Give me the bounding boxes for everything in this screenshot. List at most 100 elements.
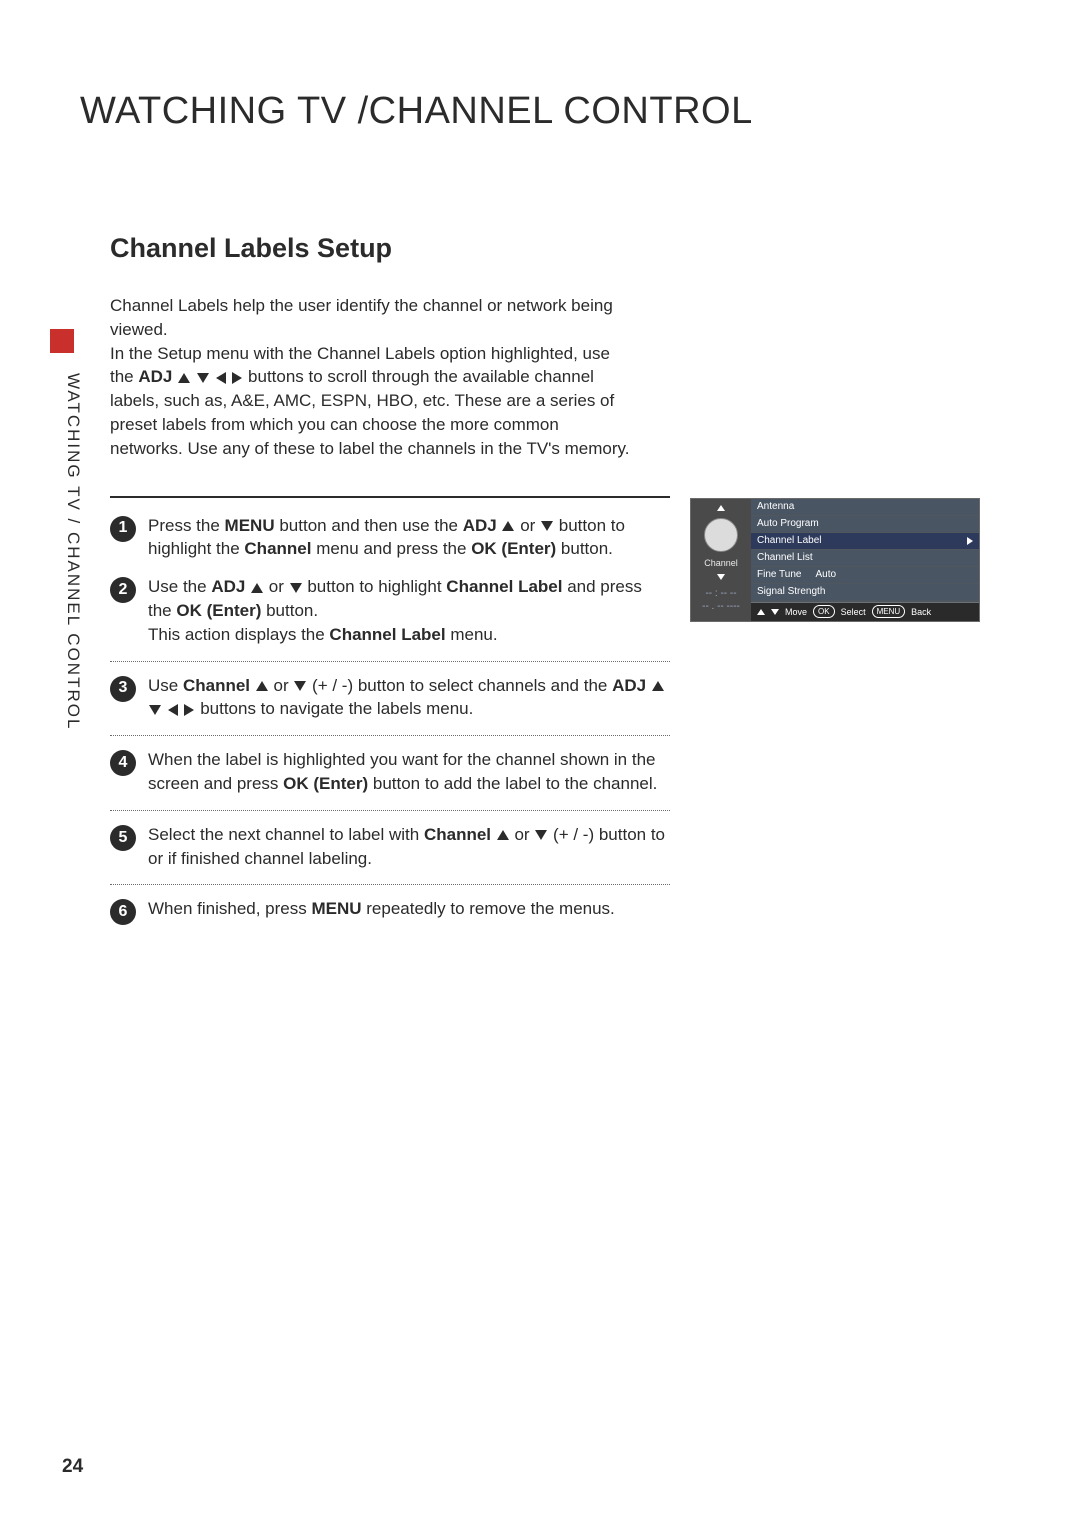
osd-footer-ok: OK [813, 605, 835, 618]
intro-p1: Channel Labels help the user identify th… [110, 296, 613, 339]
osd-row-label: Antenna [757, 501, 794, 512]
up-icon [652, 681, 664, 691]
t: or [510, 825, 535, 844]
osd-row-label: Channel List [757, 552, 813, 563]
t: Use [148, 676, 183, 695]
t: Use the [148, 577, 211, 596]
t: MENU [311, 899, 361, 918]
step-number: 6 [110, 899, 136, 925]
up-icon [256, 681, 268, 691]
section-marker [50, 329, 74, 353]
page-number: 24 [62, 1456, 83, 1478]
step-divider [110, 884, 670, 885]
step-4: 4 When the label is highlighted you want… [110, 748, 670, 810]
right-icon [967, 537, 973, 545]
osd-row: Antenna [751, 499, 979, 516]
down-icon [294, 681, 306, 691]
t: or [269, 676, 294, 695]
step-1: 1 Press the MENU button and then use the… [110, 514, 670, 576]
up-icon [251, 583, 263, 593]
up-icon [178, 373, 190, 383]
left-icon [216, 372, 226, 384]
step-number: 4 [110, 750, 136, 776]
intro-adj: ADJ [138, 367, 172, 386]
t: (+ / -) button to select channels and th… [307, 676, 612, 695]
down-icon [535, 830, 547, 840]
step-number: 2 [110, 577, 136, 603]
osd-footer: Move OK Select MENU Back [751, 603, 979, 621]
osd-clock-1: -- : -- -- [691, 587, 751, 600]
t: or [264, 577, 289, 596]
osd-row: Signal Strength [751, 584, 979, 601]
right-icon [232, 372, 242, 384]
step-number: 5 [110, 825, 136, 851]
t: Channel Label [329, 625, 445, 644]
t: When finished, press [148, 899, 311, 918]
t: OK (Enter) [176, 601, 261, 620]
t: OK (Enter) [471, 539, 556, 558]
steps-rule [110, 496, 670, 498]
t: ADJ [612, 676, 646, 695]
step-divider [110, 810, 670, 811]
t: OK (Enter) [283, 774, 368, 793]
osd-list: Antenna Auto Program Channel Label Chann… [751, 499, 979, 621]
osd-row-selected: Channel Label [751, 533, 979, 550]
t: button. [556, 539, 613, 558]
down-icon [771, 609, 779, 615]
up-icon [502, 521, 514, 531]
channel-icon [704, 518, 738, 552]
t: menu and press the [311, 539, 471, 558]
side-running-head: WATCHING TV / CHANNEL CONTROL [63, 373, 83, 730]
t: button to add the label to the channel. [368, 774, 657, 793]
osd-menu-screenshot: Channel -- : -- -- -- . -- ---- Antenna … [690, 498, 980, 622]
osd-row-label: Signal Strength [757, 586, 825, 597]
up-icon [497, 830, 509, 840]
section-title: Channel Labels Setup [110, 233, 1010, 264]
down-icon [717, 574, 725, 580]
step-3: 3 Use Channel or (+ / -) button to selec… [110, 674, 670, 736]
osd-row-label: Fine Tune [757, 569, 801, 580]
osd-footer-menu: MENU [872, 605, 906, 618]
t: MENU [225, 516, 275, 535]
step-6: 6 When finished, press MENU repeatedly t… [110, 897, 670, 939]
t: Select the next channel to label with [148, 825, 424, 844]
step-5: 5 Select the next channel to label with … [110, 823, 670, 885]
t: Channel [424, 825, 491, 844]
osd-footer-select: Select [841, 607, 866, 617]
osd-footer-move: Move [785, 607, 807, 617]
step-number: 3 [110, 676, 136, 702]
left-icon [168, 704, 178, 716]
step-divider [110, 661, 670, 662]
step-2: 2 Use the ADJ or button to highlight Cha… [110, 575, 670, 660]
t: Channel Label [446, 577, 562, 596]
chapter-title: WATCHING TV /CHANNEL CONTROL [80, 90, 1010, 133]
t: or [515, 516, 540, 535]
right-icon [184, 704, 194, 716]
down-icon [197, 373, 209, 383]
t: button to highlight [303, 577, 447, 596]
t: This action displays the [148, 625, 329, 644]
t: Press the [148, 516, 225, 535]
t: ADJ [211, 577, 245, 596]
osd-row: Auto Program [751, 516, 979, 533]
up-icon [717, 505, 725, 511]
t: Channel [183, 676, 250, 695]
osd-row-label: Auto Program [757, 518, 819, 529]
t: button. [261, 601, 318, 620]
t: repeatedly to remove the menus. [362, 899, 615, 918]
osd-row: Channel List [751, 550, 979, 567]
down-icon [149, 705, 161, 715]
t: ADJ [463, 516, 497, 535]
osd-clock-2: -- . -- ---- [691, 600, 751, 613]
osd-row-label: Channel Label [757, 535, 822, 546]
t: Channel [244, 539, 311, 558]
osd-sidebar: Channel -- : -- -- -- . -- ---- [691, 499, 751, 621]
osd-row-value: Auto [815, 569, 836, 580]
t: menu. [446, 625, 498, 644]
step-divider [110, 735, 670, 736]
osd-row: Fine Tune Auto [751, 567, 979, 584]
down-icon [290, 583, 302, 593]
intro-text: Channel Labels help the user identify th… [110, 294, 630, 461]
down-icon [541, 521, 553, 531]
t: button and then use the [275, 516, 463, 535]
